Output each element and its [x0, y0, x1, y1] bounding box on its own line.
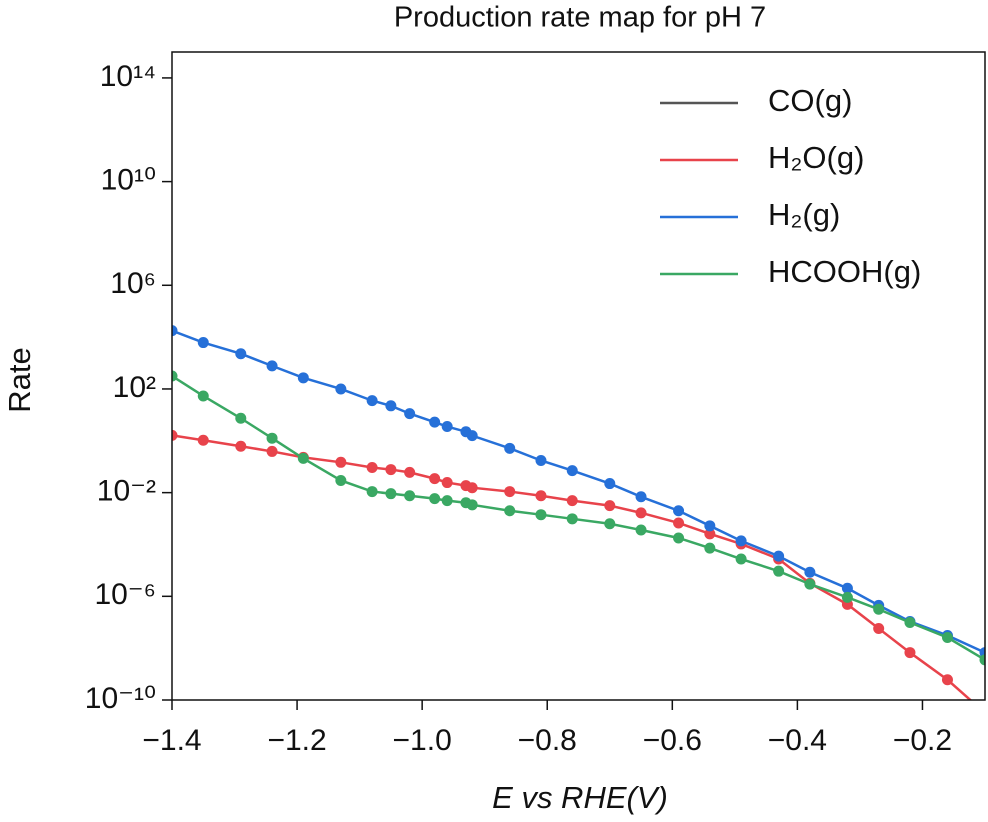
- data-point: [197, 390, 209, 402]
- data-point: [366, 395, 378, 407]
- series-line: [172, 434, 973, 700]
- data-point: [904, 617, 916, 629]
- data-point: [535, 454, 547, 466]
- data-point: [941, 632, 953, 644]
- data-point: [441, 495, 453, 507]
- x-tick-label: −1.2: [267, 724, 326, 757]
- data-point: [979, 654, 985, 666]
- x-tick-label: −0.8: [518, 724, 577, 757]
- data-point: [385, 488, 397, 500]
- data-point: [504, 442, 516, 454]
- x-axis-label: E vs RHE(V): [492, 780, 668, 815]
- data-point: [604, 500, 616, 512]
- data-point: [366, 486, 378, 498]
- data-point: [841, 591, 853, 603]
- data-point: [297, 372, 309, 384]
- x-tick-label: −1.0: [393, 724, 452, 757]
- series-line: [172, 374, 985, 661]
- data-point: [704, 528, 716, 540]
- data-point: [535, 490, 547, 502]
- data-point: [504, 486, 516, 498]
- y-tick-label: 10¹⁴: [100, 60, 156, 93]
- x-tick-label: −0.4: [768, 724, 827, 757]
- data-point: [735, 535, 747, 547]
- data-point: [735, 553, 747, 565]
- data-point: [535, 509, 547, 521]
- data-point: [429, 493, 441, 505]
- data-point: [804, 566, 816, 578]
- data-point: [941, 674, 953, 686]
- data-point: [404, 490, 416, 502]
- y-tick-label: 10⁻²: [97, 475, 156, 508]
- data-point: [197, 337, 209, 349]
- data-point: [404, 408, 416, 420]
- series-line: [172, 329, 985, 654]
- plot-area: [172, 325, 988, 718]
- data-point: [604, 478, 616, 490]
- data-point: [266, 360, 278, 372]
- data-point: [172, 325, 178, 337]
- data-point: [172, 429, 178, 441]
- data-point: [235, 440, 247, 452]
- x-tick-label: −1.4: [142, 724, 201, 757]
- x-tick-label: −0.6: [643, 724, 702, 757]
- data-point: [385, 464, 397, 476]
- data-point: [841, 582, 853, 594]
- legend-label: H₂(g): [768, 197, 840, 232]
- data-point: [466, 430, 478, 442]
- data-point: [635, 524, 647, 536]
- data-point: [566, 495, 578, 507]
- data-point: [266, 432, 278, 444]
- data-point: [804, 578, 816, 590]
- data-point: [635, 507, 647, 519]
- data-point: [704, 542, 716, 554]
- data-point: [773, 565, 785, 577]
- data-point: [172, 370, 178, 382]
- data-point: [566, 513, 578, 525]
- plot-frame: [171, 51, 986, 701]
- data-point: [297, 452, 309, 464]
- data-point: [673, 532, 685, 544]
- data-point: [980, 707, 988, 718]
- data-point: [235, 412, 247, 424]
- y-tick-label: 10¹⁰: [101, 164, 156, 197]
- data-point: [635, 491, 647, 503]
- x-tick-label: −0.2: [893, 724, 952, 757]
- data-point: [235, 348, 247, 360]
- data-point: [366, 462, 378, 474]
- data-point: [466, 482, 478, 494]
- data-point: [504, 505, 516, 517]
- data-point: [197, 434, 209, 446]
- data-point: [673, 517, 685, 529]
- legend-label: CO(g): [768, 83, 852, 118]
- data-point: [704, 520, 716, 532]
- data-point: [466, 499, 478, 511]
- y-tick-label: 10²: [113, 371, 156, 404]
- data-point: [604, 518, 616, 530]
- data-point: [441, 477, 453, 489]
- data-point: [873, 603, 885, 615]
- data-point: [873, 622, 885, 634]
- legend-label: HCOOH(g): [768, 254, 921, 289]
- data-point: [404, 466, 416, 478]
- data-point: [335, 456, 347, 468]
- legend-label: H₂O(g): [768, 140, 864, 175]
- data-point: [335, 383, 347, 395]
- data-point: [673, 505, 685, 517]
- data-point: [429, 416, 441, 428]
- data-point: [441, 421, 453, 433]
- data-point: [773, 550, 785, 562]
- data-point: [266, 445, 278, 457]
- chart-title: Production rate map for pH 7: [394, 2, 766, 34]
- data-point: [566, 465, 578, 477]
- data-point: [904, 647, 916, 659]
- y-tick-label: 10⁻¹⁰: [85, 682, 156, 715]
- data-point: [335, 474, 347, 486]
- data-point: [385, 400, 397, 412]
- y-tick-label: 10⁻⁶: [94, 578, 156, 611]
- y-axis-label: Rate: [2, 347, 37, 412]
- data-point: [429, 473, 441, 485]
- y-tick-label: 10⁶: [110, 267, 156, 300]
